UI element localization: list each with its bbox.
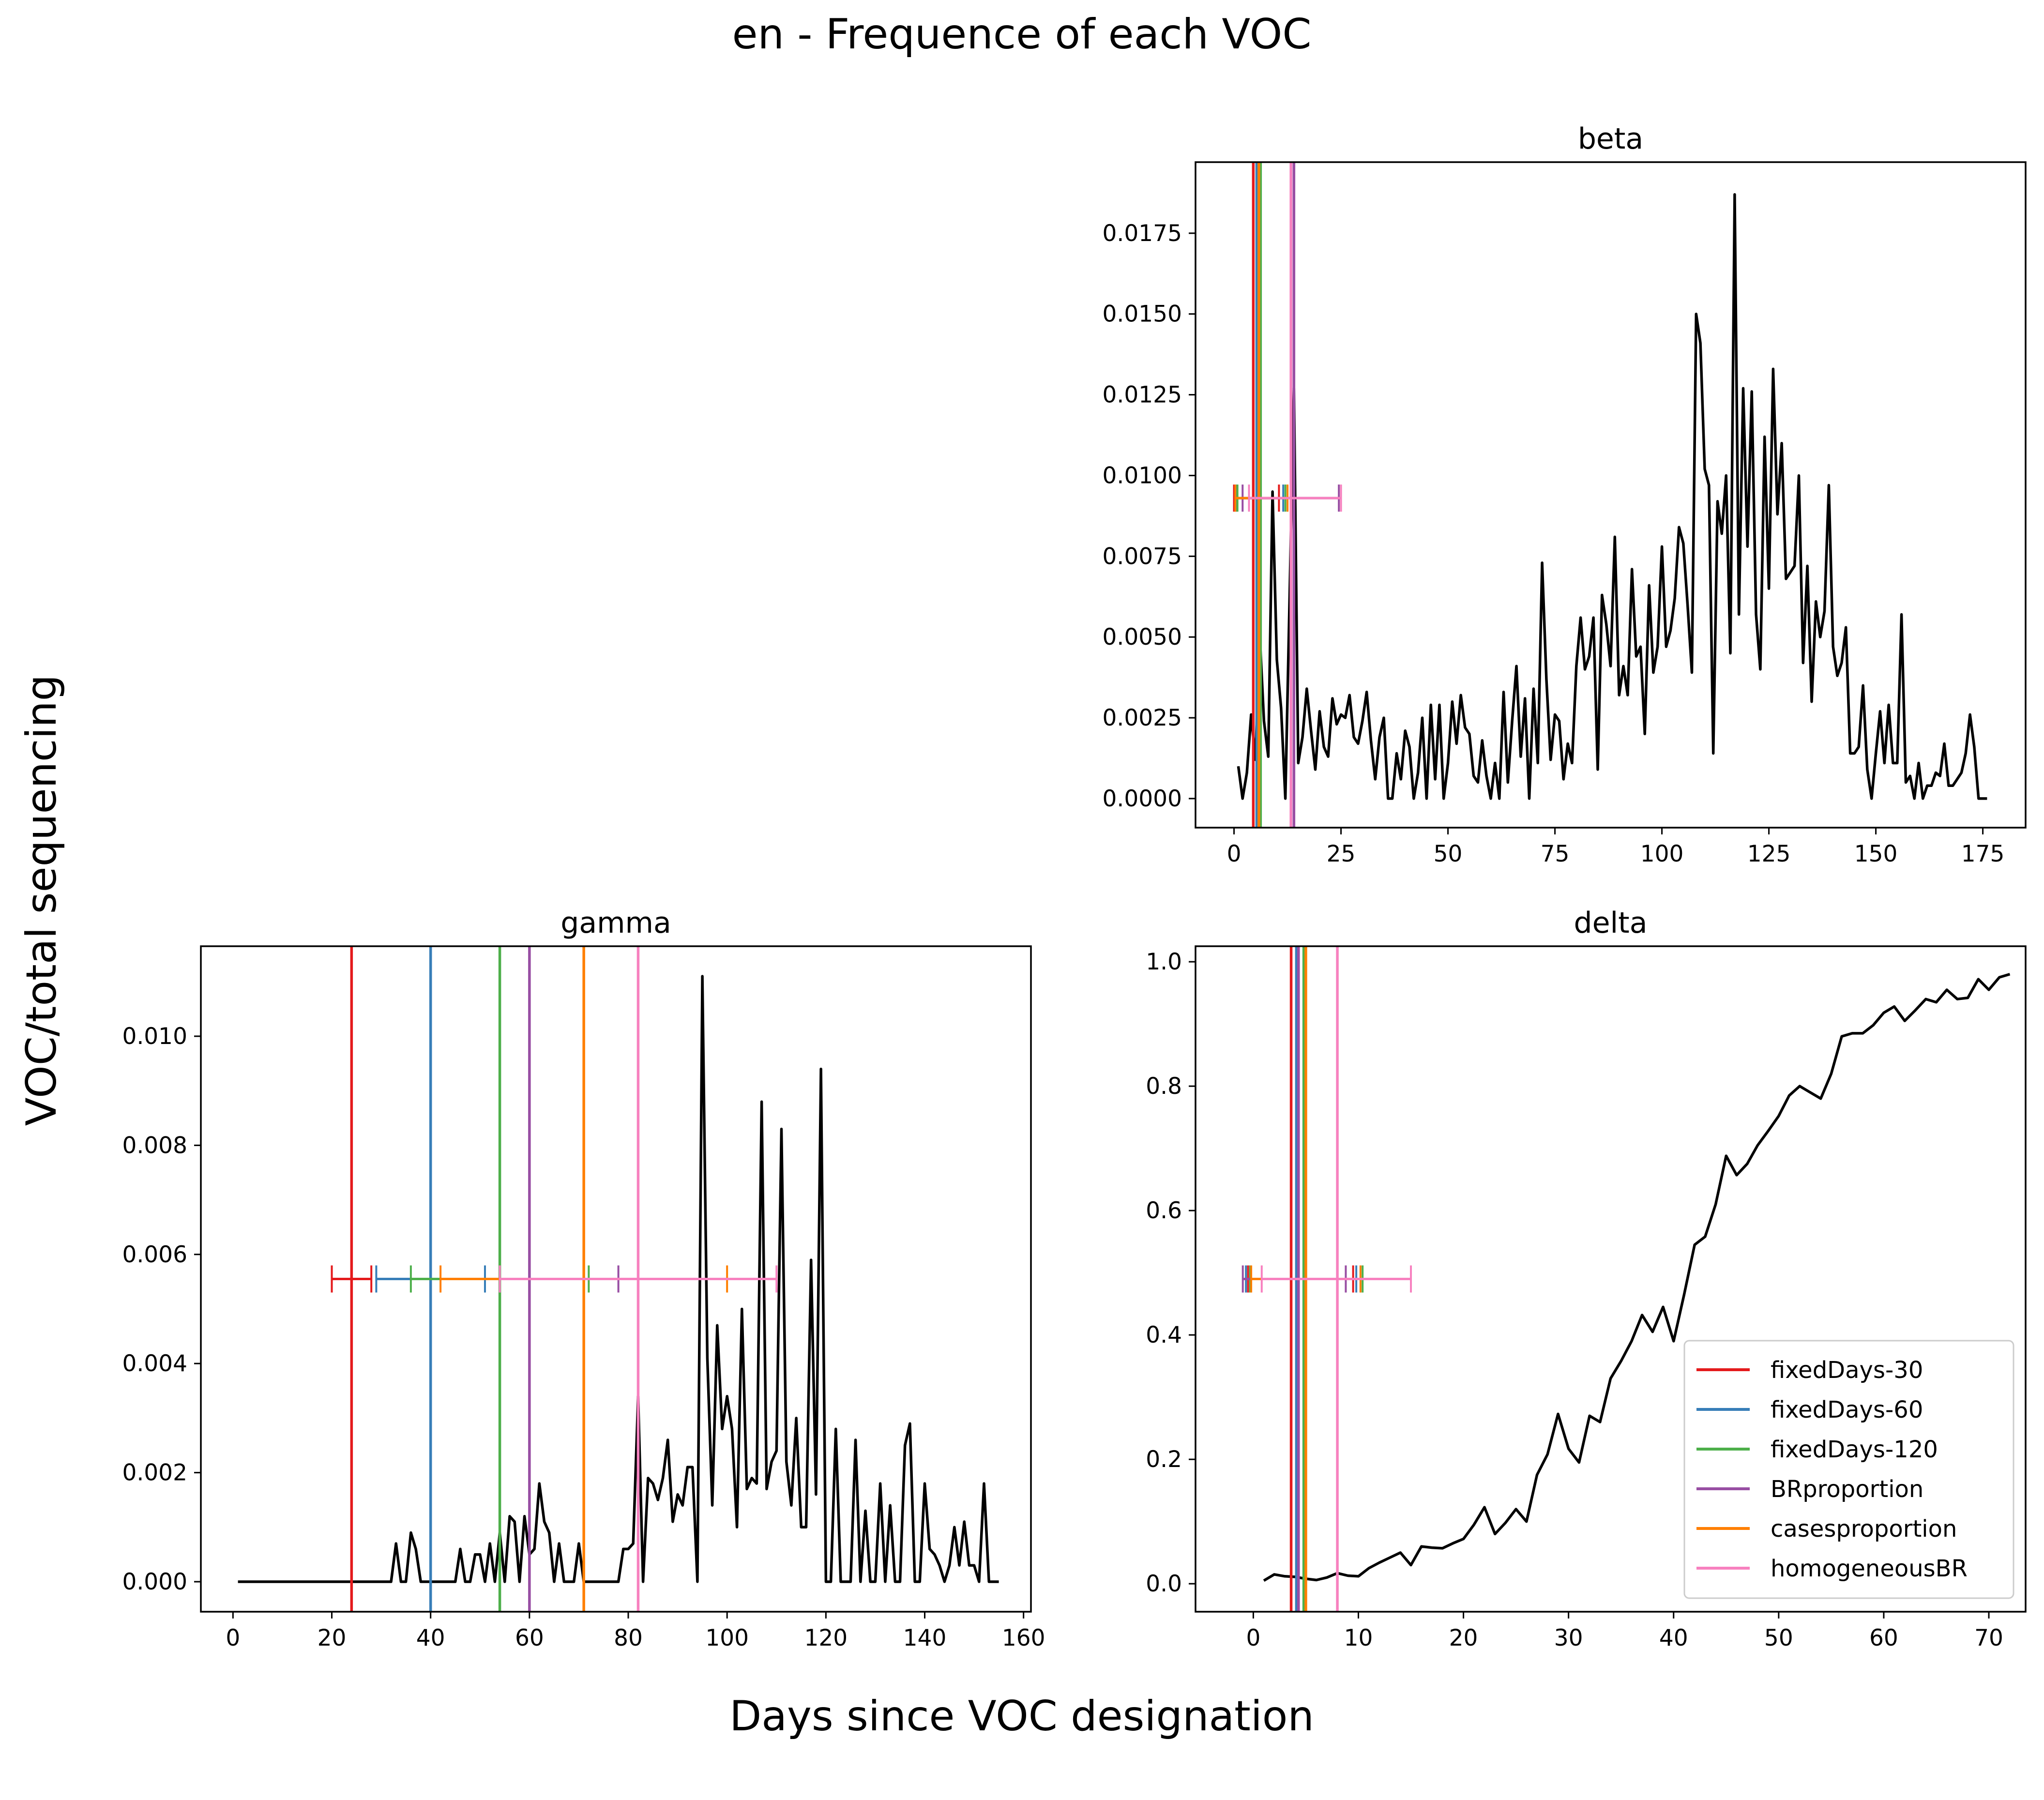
delta-xtick-label: 30 — [1554, 1625, 1583, 1651]
panel-gamma: gamma 0 20 40 60 80 100 120 140 160 0.000 0.002 0.00… — [122, 906, 1045, 1651]
beta-xtick-label: 25 — [1327, 841, 1356, 867]
gamma-xtick-label: 0 — [226, 1625, 240, 1651]
gamma-ytick-label: 0.008 — [122, 1132, 187, 1159]
delta-title: delta — [1574, 906, 1648, 940]
delta-xtick-label: 0 — [1246, 1625, 1260, 1651]
gamma-xtick-label: 20 — [318, 1625, 347, 1651]
beta-ytick-label: 0.0175 — [1103, 220, 1182, 247]
legend-box — [1683, 1340, 2014, 1599]
gamma-xtick-label: 40 — [416, 1625, 445, 1651]
beta-xtick-label: 75 — [1541, 841, 1570, 867]
legend: fixedDays-30 fixedDays-60 fixedDays-120 BRp… — [1683, 1340, 2014, 1599]
beta-ytick-label: 0.0025 — [1103, 705, 1182, 731]
legend-label-BRproportion: BRproportion — [1771, 1476, 1923, 1503]
delta-xtick-label: 10 — [1344, 1625, 1373, 1651]
beta-ytick-label: 0.0150 — [1103, 301, 1182, 328]
legend-label-casesproportion: casesproportion — [1771, 1515, 1957, 1543]
gamma-xtick-label: 60 — [515, 1625, 544, 1651]
figure-ylabel: VOC/total sequencing — [17, 675, 66, 1126]
delta-xtick-label: 60 — [1869, 1625, 1898, 1651]
gamma-xtick-label: 160 — [1002, 1625, 1045, 1651]
delta-ytick-label: 0.8 — [1146, 1073, 1182, 1100]
delta-xtick-label: 20 — [1449, 1625, 1478, 1651]
beta-xtick-label: 150 — [1854, 841, 1898, 867]
legend-label-homogeneousBR: homogeneousBR — [1771, 1555, 1968, 1582]
delta-xtick-label: 40 — [1659, 1625, 1688, 1651]
delta-ytick-label: 1.0 — [1146, 949, 1182, 975]
gamma-xtick-label: 140 — [903, 1625, 947, 1651]
panel-delta: delta 0 10 20 30 40 50 60 70 0.0 0.2 0.4 0.6 0.8 1.0 — [1146, 906, 2027, 1651]
beta-xtick-label: 50 — [1434, 841, 1463, 867]
gamma-ytick-label: 0.006 — [122, 1241, 187, 1268]
beta-xtick-label: 0 — [1227, 841, 1242, 867]
beta-xtick-label: 175 — [1961, 841, 2005, 867]
delta-series-line — [1263, 973, 2011, 1582]
gamma-xtick-label: 100 — [705, 1625, 749, 1651]
beta-ytick-label: 0.0125 — [1103, 382, 1182, 408]
beta-axes-frame — [1195, 161, 2027, 829]
beta-xtick-label: 125 — [1747, 841, 1791, 867]
beta-ytick-label: 0.0100 — [1103, 462, 1182, 489]
beta-ytick-label: 0.0075 — [1103, 543, 1182, 570]
gamma-xtick-label: 120 — [804, 1625, 848, 1651]
beta-ytick-label: 0.0000 — [1103, 786, 1182, 812]
gamma-ytick-label: 0.000 — [122, 1569, 187, 1595]
delta-ytick-label: 0.0 — [1146, 1571, 1182, 1597]
delta-xtick-label: 50 — [1764, 1625, 1793, 1651]
figure-title: en - Frequence of each VOC — [732, 10, 1312, 59]
panel-beta: beta 0 25 50 75 100 125 150 175 0.0000 0.0025 0.005… — [1103, 122, 2027, 867]
legend-label-fixedDays-60: fixedDays-60 — [1771, 1396, 1923, 1423]
delta-xtick-label: 70 — [1974, 1625, 2003, 1651]
gamma-ytick-label: 0.002 — [122, 1460, 187, 1486]
gamma-ytick-label: 0.010 — [122, 1023, 187, 1050]
beta-xtick-label: 100 — [1640, 841, 1684, 867]
delta-axes-frame — [1195, 945, 2027, 1613]
gamma-series-line — [238, 975, 999, 1583]
legend-label-fixedDays-120: fixedDays-120 — [1771, 1436, 1938, 1463]
delta-ytick-label: 0.6 — [1146, 1197, 1182, 1224]
beta-ytick-label: 0.0050 — [1103, 624, 1182, 650]
delta-ytick-label: 0.4 — [1146, 1322, 1182, 1348]
beta-series-line — [1237, 193, 1987, 800]
figure-xlabel: Days since VOC designation — [729, 1692, 1314, 1740]
gamma-title: gamma — [560, 906, 671, 940]
gamma-ytick-label: 0.004 — [122, 1350, 187, 1377]
gamma-xtick-label: 80 — [614, 1625, 643, 1651]
delta-ytick-label: 0.2 — [1146, 1446, 1182, 1473]
gamma-axes-frame — [200, 945, 1032, 1613]
legend-label-fixedDays-30: fixedDays-30 — [1771, 1357, 1923, 1384]
beta-title: beta — [1578, 122, 1643, 156]
